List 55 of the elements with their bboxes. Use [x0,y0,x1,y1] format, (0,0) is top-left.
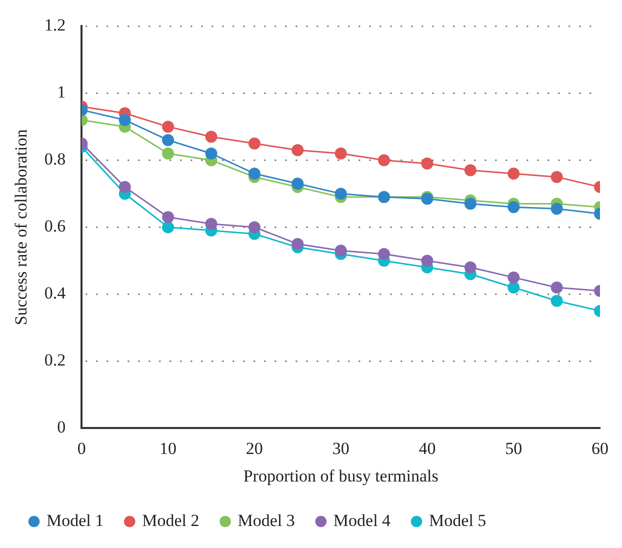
point [508,201,520,214]
point [550,202,563,215]
point [162,134,174,146]
point [334,188,347,200]
x-tick-label: 50 [505,438,522,458]
point [162,120,174,133]
y-tick-label: 0 [57,418,66,437]
x-tick-label: 10 [160,438,177,458]
point [205,148,218,160]
y-tick-label: 0.6 [44,216,66,236]
legend-label: Model 1 [46,510,104,530]
point [248,137,260,150]
x-tick-label: 40 [418,438,436,458]
point [205,218,218,230]
y-tick-label: 0.4 [44,284,66,303]
point [205,130,218,143]
point [508,282,520,294]
point [334,244,347,257]
point [464,164,476,176]
point [421,254,434,267]
point [508,271,520,284]
y-tick-label: 0.8 [44,150,66,169]
point [162,221,174,234]
point [550,282,563,294]
point [550,294,563,307]
point [118,181,131,193]
point [464,198,476,210]
point [334,148,347,160]
x-tick-label: 0 [77,438,86,458]
point [464,261,476,274]
point [162,148,174,160]
point [292,144,304,156]
x-tick-label: 30 [332,438,350,458]
y-axis-title: Success rate of collaboration [12,128,31,326]
x-tick-label: 20 [246,438,263,458]
point [162,211,174,224]
point [248,168,260,180]
x-axis-title: Proportion of busy terminals [243,466,438,486]
x-tick-label: 60 [592,438,608,458]
legend-label: Model 3 [238,510,295,530]
point [292,238,304,250]
point [378,154,390,166]
point [248,221,260,234]
legend-label: Model 5 [429,510,486,530]
y-tick-label: 1.2 [44,16,66,35]
point [118,114,131,126]
point [421,158,434,170]
y-tick-label: 1 [57,82,66,102]
y-tick-label: 0.2 [44,350,66,370]
point [550,170,563,183]
point [292,178,304,190]
legend-label: Model 4 [333,510,392,530]
point [508,168,520,180]
point [378,248,390,260]
legend-label: Model 2 [142,510,200,530]
